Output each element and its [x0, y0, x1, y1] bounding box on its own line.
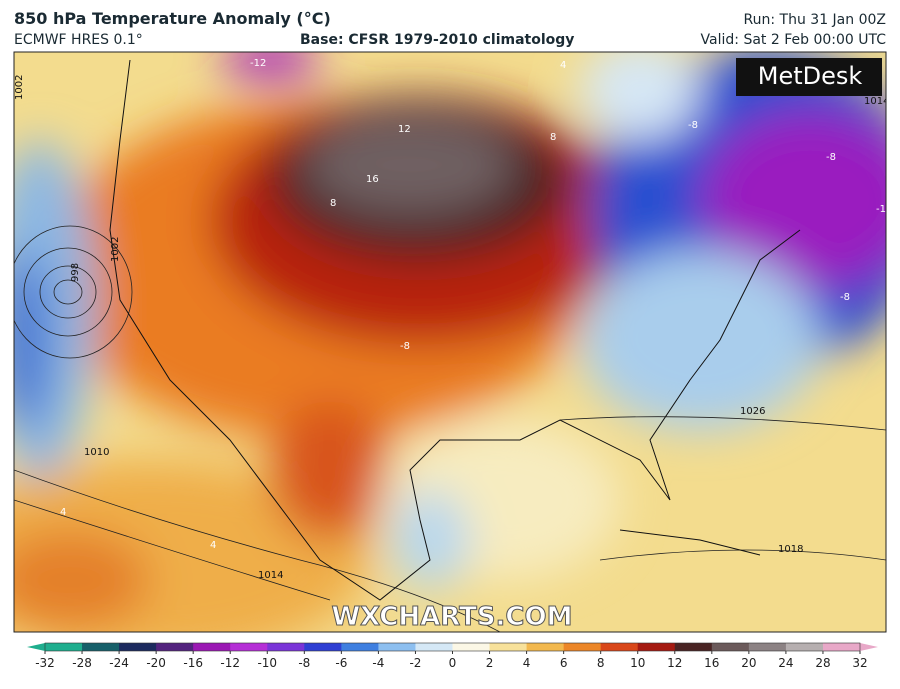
colorbar-tick-label: -28 — [72, 656, 92, 670]
colorbar-tick-label: 32 — [852, 656, 867, 670]
map-label: 1014 — [258, 570, 283, 581]
colorbar-segment — [489, 643, 528, 651]
map-label: 12 — [398, 124, 411, 135]
map-label: -8 — [840, 292, 850, 303]
colorbar-segment — [415, 643, 453, 651]
colorbar-segment — [304, 643, 342, 651]
map-label: 4 — [210, 540, 216, 551]
colorbar-segment — [230, 643, 268, 651]
colorbar-segment — [156, 643, 194, 651]
map-label: -12 — [876, 204, 892, 215]
colorbar: -32 -28 -24 -20 -16 -12 -10 -8 -6 -4 -2 0 2 4 6 8 10 12 16… — [27, 642, 878, 670]
colorbar-tick-label: 10 — [630, 656, 645, 670]
map-labels: 1002 998 1002 1010 1014 1026 1018 1014 12 16 -8 -8 -… — [14, 58, 892, 581]
colorbar-tick-label: -2 — [409, 656, 421, 670]
map-label: -8 — [400, 341, 410, 352]
colorbar-segment — [563, 643, 602, 651]
map-frame — [13, 51, 887, 633]
colorbar-tick-label: 4 — [523, 656, 531, 670]
colorbar-arrow — [27, 643, 45, 651]
colorbar-segment — [711, 643, 750, 651]
colorbar-tick-label: -6 — [335, 656, 347, 670]
colorbar-segment — [119, 643, 157, 651]
colorbar-tick-label: 20 — [741, 656, 756, 670]
colorbar-segment — [674, 643, 713, 651]
map-label: -8 — [826, 152, 836, 163]
map-label: 4 — [60, 507, 66, 518]
valid: Valid: Sat 2 Feb 00:00 UTC — [701, 32, 887, 48]
colorbar-tick-label: -32 — [35, 656, 55, 670]
colorbar-tick-label: 2 — [486, 656, 494, 670]
map-label: 8 — [550, 132, 556, 143]
map-label: 1014 — [864, 96, 889, 107]
colorbar-tick-label: -10 — [257, 656, 277, 670]
colorbar-arrow — [860, 643, 878, 651]
colorbar-tick-label: -20 — [146, 656, 166, 670]
map: MetDesk WXCHARTS.COM 1002 998 1002 1010 1014… — [14, 52, 892, 632]
colorbar-segment — [193, 643, 231, 651]
colorbar-segment — [341, 643, 379, 651]
colorbar-segment — [378, 643, 416, 651]
colorbar-tick-label: 8 — [597, 656, 605, 670]
title: 850 hPa Temperature Anomaly (°C) — [14, 9, 331, 28]
anomaly-field — [14, 52, 886, 632]
model: ECMWF HRES 0.1° — [14, 32, 143, 48]
colorbar-segment — [452, 643, 491, 651]
colorbar-tick-label: 0 — [449, 656, 457, 670]
colorbar-tick-label: 28 — [815, 656, 830, 670]
map-label: 16 — [366, 174, 379, 185]
map-label: -12 — [250, 58, 266, 69]
run: Run: Thu 31 Jan 00Z — [744, 12, 886, 28]
colorbar-segment — [748, 643, 787, 651]
colorbar-tick-label: -8 — [298, 656, 310, 670]
colorbar-segment — [267, 643, 305, 651]
colorbar-tick-label: 16 — [704, 656, 719, 670]
colorbar-tick-label: -4 — [372, 656, 384, 670]
colorbar-tick-label: 24 — [778, 656, 793, 670]
map-label: 998 — [70, 263, 81, 282]
logo-box — [736, 58, 882, 96]
colorbar-tick-label: -16 — [183, 656, 203, 670]
map-label: 1010 — [84, 447, 109, 458]
colorbar-tick-label: 6 — [560, 656, 568, 670]
isobars — [14, 225, 886, 632]
map-label: 1018 — [778, 544, 803, 555]
colorbar-segment — [526, 643, 565, 651]
colorbar-segment — [637, 643, 676, 651]
base: Base: CFSR 1979-2010 climatology — [300, 32, 574, 48]
map-label: 4 — [560, 60, 566, 71]
logo: MetDesk — [758, 62, 863, 90]
colorbar-tick-label: -24 — [109, 656, 129, 670]
map-label: -8 — [688, 120, 698, 131]
map-label: 1026 — [740, 406, 765, 417]
colorbar-tick-label: 12 — [667, 656, 682, 670]
colorbar-segment — [600, 643, 639, 651]
map-label: 1002 — [14, 75, 25, 100]
colorbar-segment — [45, 643, 83, 651]
colorbar-segment — [785, 643, 824, 651]
coastline — [109, 59, 801, 601]
watermark: WXCHARTS.COM — [331, 602, 572, 632]
map-label: 8 — [330, 198, 336, 209]
colorbar-segment — [82, 643, 120, 651]
map-label: 1002 — [110, 237, 121, 262]
colorbar-tick-label: -12 — [220, 656, 240, 670]
colorbar-segment — [822, 643, 861, 651]
